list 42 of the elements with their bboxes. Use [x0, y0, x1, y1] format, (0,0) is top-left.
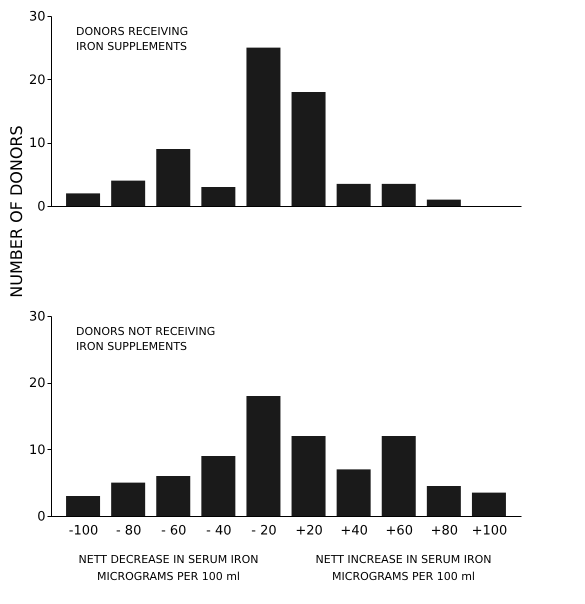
- y-tick-label: 10: [28, 442, 46, 458]
- y-axis-title: NUMBER OF DONORS: [6, 125, 26, 298]
- bar: [156, 149, 190, 206]
- bar: [156, 476, 190, 516]
- bar: [426, 486, 461, 516]
- x-tick-label: +60: [386, 524, 413, 538]
- bar: [426, 200, 461, 206]
- bar: [472, 492, 506, 516]
- x-tick-label: - 80: [116, 524, 142, 538]
- x-tick-label: -100: [68, 524, 98, 538]
- text: DONORS RECEIVING IRON SUPPLEMENTS: [76, 25, 188, 53]
- bar: [336, 184, 371, 206]
- bar: [382, 436, 416, 516]
- x-tick-label: - 20: [251, 524, 277, 538]
- text: NETT DECREASE IN SERUM IRON MICROGRAMS PER 100 ml: [78, 553, 258, 583]
- bar: [201, 187, 236, 206]
- y-tick-label: 30: [28, 10, 46, 24]
- bar: [66, 193, 100, 206]
- x-tick-label: - 40: [206, 524, 232, 538]
- y-tick-label: 30: [28, 310, 46, 324]
- bar: [292, 436, 326, 516]
- bar: [246, 48, 280, 206]
- bar: [111, 180, 146, 206]
- x-tick-label: +80: [430, 524, 458, 538]
- x-tick-label: +40: [340, 524, 368, 538]
- bar: [292, 92, 326, 206]
- y-tick-label: 0: [37, 510, 46, 524]
- bar: [111, 482, 146, 516]
- bar: [66, 496, 100, 516]
- x-tick-label: +100: [472, 524, 508, 538]
- x-tick-label: +20: [295, 524, 323, 538]
- y-tick-label: 10: [28, 136, 46, 152]
- bar: [382, 184, 416, 206]
- y-tick-label: 20: [28, 72, 46, 88]
- bar: [246, 396, 280, 516]
- y-tick-label: 20: [28, 376, 46, 392]
- x-tick-label: - 60: [161, 524, 186, 538]
- bar: [201, 456, 236, 516]
- text: NETT INCREASE IN SERUM IRON MICROGRAMS PER 100 ml: [316, 553, 492, 583]
- bar: [336, 469, 371, 516]
- y-tick-label: 0: [37, 200, 46, 214]
- text: DONORS NOT RECEIVING IRON SUPPLEMENTS: [76, 325, 216, 353]
